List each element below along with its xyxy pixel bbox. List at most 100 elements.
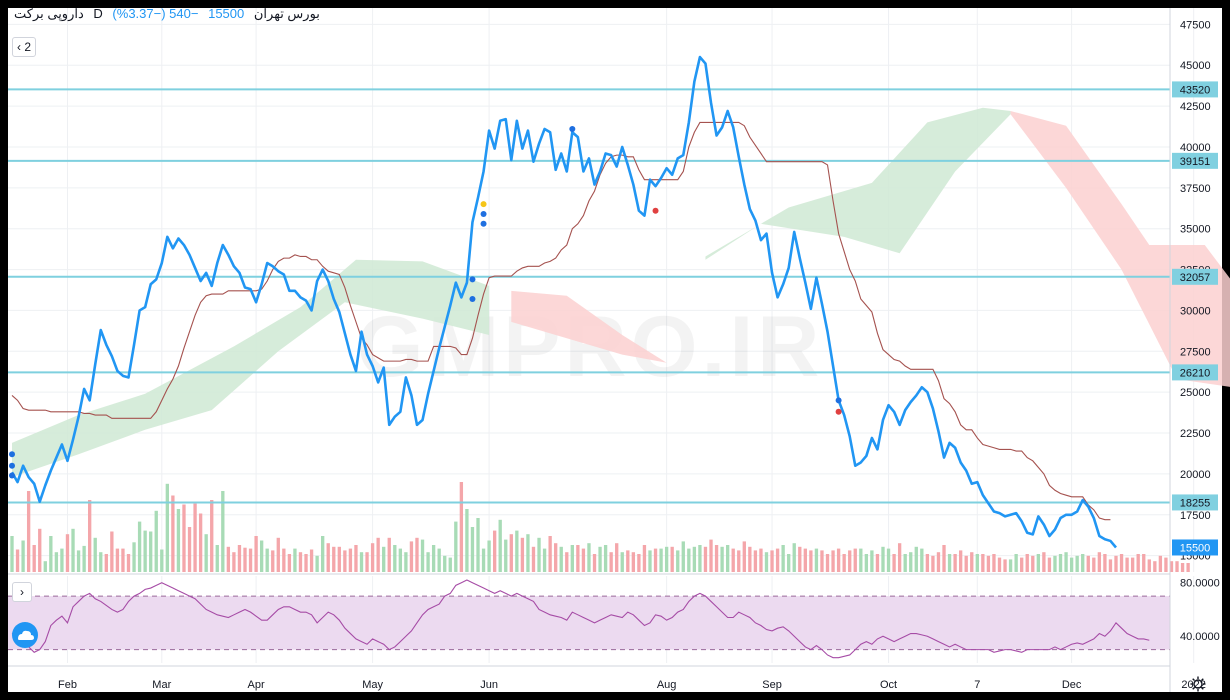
settings-gear-icon[interactable] bbox=[1190, 676, 1206, 692]
volume-bar bbox=[825, 554, 830, 572]
volume-bar bbox=[909, 552, 913, 572]
exchange-label: بورس تهران bbox=[253, 6, 320, 21]
signal-dot bbox=[480, 220, 487, 227]
volume-bar bbox=[1164, 557, 1168, 572]
volume-bar bbox=[925, 554, 930, 572]
volume-bar bbox=[154, 510, 158, 572]
cloud-bullish bbox=[705, 107, 1011, 260]
symbol-name[interactable]: داروپی برکت bbox=[14, 6, 84, 21]
time-tick-label: 7 bbox=[974, 679, 980, 691]
volume-bar bbox=[332, 546, 336, 572]
volume-bar bbox=[398, 548, 403, 572]
volume-bar bbox=[454, 521, 458, 572]
volume-bar bbox=[997, 557, 1002, 572]
volume-bar bbox=[548, 536, 552, 572]
volume-bar bbox=[859, 548, 863, 572]
volume-bar bbox=[1125, 557, 1129, 572]
volume-bar bbox=[1103, 554, 1107, 572]
volume-bar bbox=[936, 552, 941, 572]
volume-bar bbox=[820, 550, 824, 572]
volume-bar bbox=[43, 561, 47, 572]
price-tick-label: 35000 bbox=[1180, 224, 1211, 236]
volume-bar bbox=[565, 552, 569, 572]
volume-bar bbox=[88, 500, 92, 572]
level-badge-label: 26210 bbox=[1180, 367, 1211, 379]
volume-bar bbox=[748, 546, 752, 572]
time-tick-label: Sep bbox=[762, 679, 782, 691]
last-price-badge bbox=[1172, 539, 1218, 556]
time-tick-label: Apr bbox=[248, 679, 265, 691]
volume-bar bbox=[631, 552, 636, 572]
volume-bar bbox=[254, 536, 258, 572]
volume-bar bbox=[770, 550, 774, 572]
time-tick-label: May bbox=[362, 679, 383, 691]
volume-bar bbox=[354, 545, 358, 572]
volume-bar bbox=[210, 500, 214, 572]
volume-bar bbox=[437, 548, 441, 572]
signal-dot bbox=[469, 276, 476, 283]
volume-bar bbox=[76, 550, 81, 572]
volume-bar bbox=[198, 513, 203, 572]
volume-bar bbox=[1042, 552, 1046, 572]
collapse-indicator-button[interactable]: › bbox=[12, 582, 32, 602]
volume-bar bbox=[15, 549, 20, 572]
volume-bar bbox=[942, 545, 946, 572]
volume-bar bbox=[992, 554, 996, 572]
volume-bar bbox=[143, 530, 147, 572]
volume-bar bbox=[276, 537, 280, 572]
volume-bar bbox=[321, 536, 325, 572]
price-tick-label: 45000 bbox=[1180, 60, 1211, 72]
volume-bar bbox=[848, 550, 852, 572]
time-tick-label: Feb bbox=[58, 679, 77, 691]
cloud-icon bbox=[18, 630, 34, 640]
volume-bar bbox=[465, 509, 469, 572]
logo-cloud-icon[interactable] bbox=[12, 622, 38, 648]
indicator-count: 2 bbox=[24, 40, 32, 54]
volume-bar bbox=[587, 543, 591, 572]
rsi-tick-label: 40.0000 bbox=[1180, 631, 1220, 643]
ichimoku-cloud bbox=[12, 107, 1230, 478]
volume-bar bbox=[104, 554, 108, 572]
volume-bar bbox=[1020, 557, 1024, 572]
cloud-bearish bbox=[511, 290, 667, 363]
time-tick-label: Dec bbox=[1062, 679, 1082, 691]
volume-bar bbox=[620, 552, 624, 572]
collapse-main-button[interactable]: ‹ 2 bbox=[12, 37, 36, 57]
symbol-header: داروپی برکت D بورس تهران 15500 −540 (−3.… bbox=[14, 6, 326, 22]
volume-bar bbox=[659, 548, 663, 572]
time-tick-label: Aug bbox=[657, 679, 677, 691]
volume-bar bbox=[931, 555, 935, 572]
volume-bar bbox=[737, 550, 741, 572]
baseline-line bbox=[11, 121, 1111, 521]
volume-bar bbox=[49, 536, 53, 572]
volume-bar bbox=[953, 554, 957, 572]
last-price-badge-label: 15500 bbox=[1180, 542, 1211, 554]
volume-bar bbox=[1092, 557, 1096, 572]
volume-bar bbox=[304, 554, 308, 572]
price-tick-label: 25000 bbox=[1180, 387, 1211, 399]
signal-dot bbox=[835, 397, 842, 404]
volume-bar bbox=[359, 552, 364, 572]
volume-bar bbox=[1180, 563, 1185, 572]
volume-bar bbox=[592, 554, 597, 572]
volume-bar bbox=[537, 537, 541, 572]
volume-bar bbox=[182, 504, 186, 572]
cloud-bullish bbox=[12, 259, 490, 478]
volume-bar bbox=[287, 554, 292, 572]
price-line bbox=[10, 55, 1117, 549]
volume-bar bbox=[1031, 555, 1035, 572]
interval-label[interactable]: D bbox=[93, 6, 103, 21]
horizontal-levels bbox=[8, 88, 1170, 504]
volume-bar bbox=[187, 527, 192, 572]
volume-bar bbox=[382, 546, 386, 572]
volume-bar bbox=[681, 541, 685, 572]
volume-bar bbox=[171, 495, 175, 572]
volume-bar bbox=[781, 545, 785, 572]
price-tick-label: 17500 bbox=[1180, 510, 1211, 522]
volume-bar bbox=[293, 548, 297, 572]
cloud-bearish bbox=[1010, 110, 1230, 387]
volume-bar bbox=[520, 537, 525, 572]
volume-bar bbox=[1014, 554, 1018, 572]
volume-bar bbox=[914, 546, 918, 572]
